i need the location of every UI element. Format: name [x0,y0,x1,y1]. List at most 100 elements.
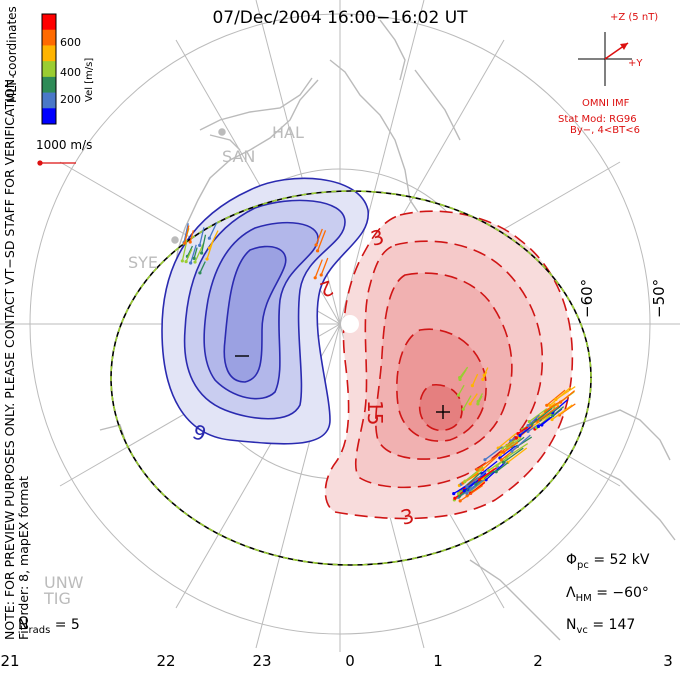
station-label-hal: HAL [272,123,304,142]
stat-n-rads-symbol: N [18,617,29,633]
colorbar-swatch [42,29,56,46]
velocity-vector [189,230,194,243]
velocity-vector [457,384,465,396]
mlt-label-22: 22 [156,652,176,670]
stat-n-vc-symbol: N [566,617,577,633]
contour-label-3-bottom: 3 [398,503,417,529]
preview-note: NOTE: FOR PREVIEW PURPOSES ONLY. PLEASE … [2,74,17,640]
velocity-vector [183,223,189,243]
mlt-label-1: 1 [433,652,443,670]
colorbar-swatch [42,14,56,31]
velocity-vector [481,460,498,474]
mlt-label-0: 0 [345,652,355,670]
stat-n-vc-sub: vc [576,624,588,636]
stat-n-rads-value: = 5 [54,617,80,633]
velocity-vector [315,228,323,246]
potential-max-marker [436,405,450,419]
velocity-vector [499,445,517,459]
imf-z-label: +Z (5 nT) [610,12,659,23]
velocity-vector [475,470,495,485]
stat-n-rads: Nrads = 5 [18,617,80,636]
colorbar-swatch [42,45,56,62]
velocity-vector [185,248,193,262]
imf-condition: By−, 4<BT<6 [570,125,640,136]
velocity-vector [199,227,205,246]
reference-vector-label: 1000 m/s [36,138,93,152]
velocity-vector [199,261,206,274]
colorbar-swatch [42,108,56,125]
stat-n-vc-value: = 147 [592,617,636,633]
station-labels: HAL SAN SYE UNW TIG [43,123,304,608]
stat-phi-pc-sub: pc [577,559,589,571]
mlt-label-3: 3 [663,652,673,670]
mlt-label-21: 21 [0,652,20,670]
velocity-vector [466,479,485,494]
station-markers [171,128,226,244]
velocity-vector [459,366,469,379]
velocity-vector [186,245,194,257]
velocity-vector [462,395,472,410]
velocity-vector [482,371,488,380]
velocity-vector [503,447,524,463]
velocity-vector [536,405,560,422]
colorbar-tick-400: 400 [60,66,81,79]
station-label-tig: TIG [43,589,71,608]
velocity-vector [476,457,495,471]
velocity-vector [502,437,519,449]
station-label-unw: UNW [44,573,84,592]
colorbar-label: Vel [m/s] [84,57,95,102]
velocity-vector [190,244,197,264]
velocity-vector [184,225,190,244]
velocity-colorbar [41,13,57,125]
imf-dial [578,32,632,86]
velocity-vector [316,230,327,252]
velocity-vector [320,257,329,276]
velocity-vector [459,484,484,502]
colorbar-swatch [42,61,56,78]
stat-lambda-hm-symbol: Λ [566,585,576,601]
stat-lambda-hm: ΛHM = −60° [566,585,649,604]
colorbar-swatch [42,92,56,109]
velocity-vector [549,386,572,406]
colorbar-tick-600: 600 [60,36,81,49]
velocity-vector [477,393,484,402]
velocity-vector [560,390,576,403]
velocity-vector [464,466,484,483]
positive-potential-cell [324,210,574,520]
imf-source: OMNI IMF [582,98,630,109]
stat-lambda-hm-value: = −60° [596,585,649,601]
station-label-sye: SYE [128,253,158,272]
velocity-vector [559,403,576,416]
stat-n-rads-sub: rads [28,624,51,636]
page-title: 07/Dec/2004 16:00−16:02 UT [212,8,468,28]
velocity-vector [479,467,497,480]
negative-potential-cell [161,177,369,445]
reference-vector [37,160,76,166]
velocity-vector [466,470,487,488]
velocity-vector [206,240,214,260]
velocity-vector [463,481,476,492]
velocity-vector [193,247,198,259]
mlt-label-23: 23 [252,652,272,670]
velocity-vector [506,437,522,449]
velocity-vector [507,447,528,463]
station-label-san: SAN [222,147,255,166]
velocity-vector [552,406,565,417]
velocity-vector [194,242,205,263]
velocity-vector [208,221,218,239]
velocity-vector [519,425,533,436]
velocity-vector [511,434,531,452]
velocity-vector [527,414,540,427]
mlt-label-2: 2 [533,652,543,670]
stat-n-vc: Nvc = 147 [566,617,635,636]
velocity-vector [503,441,519,453]
contour-label-15: 15 [363,400,387,425]
velocity-vector [469,393,478,405]
fit-order-note: FitOrder: 8, mapEX format [16,476,31,640]
stat-phi-pc-symbol: Φ [566,552,578,568]
velocity-vector [495,462,509,473]
velocity-vector [483,367,489,376]
velocity-vector [471,373,479,386]
